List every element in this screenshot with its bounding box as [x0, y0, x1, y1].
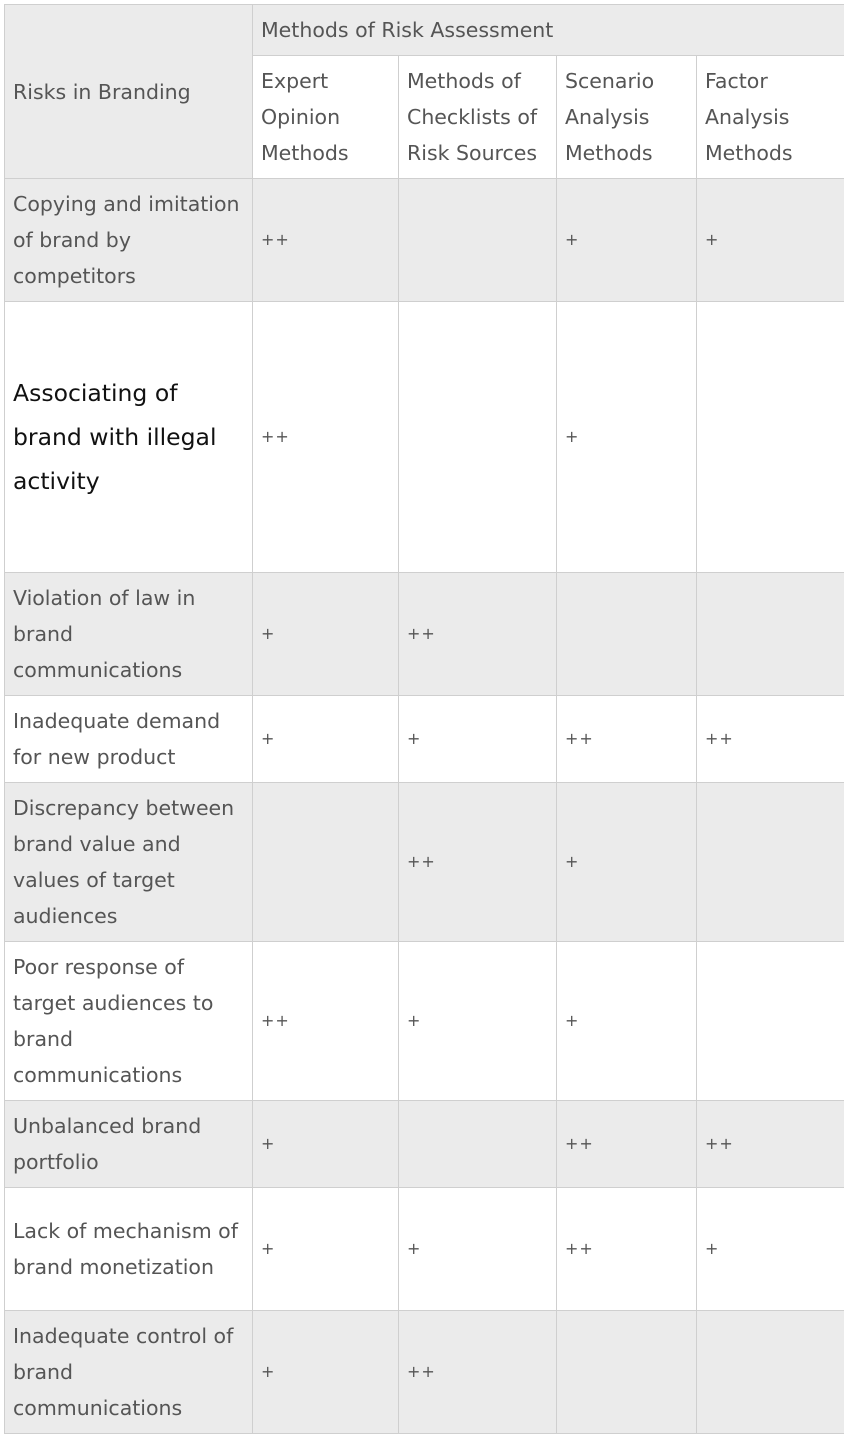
assessment-cell: + [253, 1101, 399, 1188]
table-row: Poor response of target audiences to bra… [5, 942, 844, 1101]
assessment-cell [399, 1101, 557, 1188]
table-row: Copying and imitation of brand by compet… [5, 179, 844, 302]
assessment-cell: ++ [557, 696, 697, 783]
assessment-cell: + [557, 942, 697, 1101]
assessment-cell [557, 573, 697, 696]
assessment-cell: ++ [399, 573, 557, 696]
assessment-cell: ++ [697, 696, 844, 783]
table-row: Discrepancy between brand value and valu… [5, 783, 844, 942]
table-row: Associating of brand with illegal activi… [5, 302, 844, 573]
assessment-cell: ++ [253, 179, 399, 302]
assessment-cell [399, 179, 557, 302]
assessment-cell: + [253, 696, 399, 783]
column-header: Scenario Analysis Methods [557, 56, 697, 179]
assessment-cell: + [253, 1188, 399, 1311]
column-header: Factor Analysis Methods [697, 56, 844, 179]
risk-label: Inadequate demand for new product [5, 696, 253, 783]
assessment-cell [697, 302, 844, 573]
assessment-cell: ++ [399, 1311, 557, 1434]
risk-label: Lack of mechanism of brand monetization [5, 1188, 253, 1311]
risk-label: Copying and imitation of brand by compet… [5, 179, 253, 302]
assessment-cell: ++ [399, 783, 557, 942]
column-header: Expert Opinion Methods [253, 56, 399, 179]
assessment-cell [697, 1311, 844, 1434]
assessment-cell [253, 783, 399, 942]
risk-label: Associating of brand with illegal activi… [5, 302, 253, 573]
assessment-cell [557, 1311, 697, 1434]
assessment-cell [697, 942, 844, 1101]
risk-label: Violation of law in brand communications [5, 573, 253, 696]
table-row: Inadequate control of brand communicatio… [5, 1311, 844, 1434]
assessment-cell: + [399, 696, 557, 783]
assessment-cell [697, 573, 844, 696]
assessment-cell: + [399, 942, 557, 1101]
assessment-cell: ++ [253, 942, 399, 1101]
assessment-cell: + [399, 1188, 557, 1311]
assessment-cell: ++ [253, 302, 399, 573]
assessment-cell: ++ [697, 1101, 844, 1188]
assessment-cell: + [557, 783, 697, 942]
assessment-cell: + [697, 1188, 844, 1311]
group-header-label: Methods of Risk Assessment [253, 5, 844, 56]
assessment-cell: + [557, 302, 697, 573]
assessment-cell: ++ [557, 1101, 697, 1188]
risk-label: Discrepancy between brand value and valu… [5, 783, 253, 942]
column-header: Methods of Checklists of Risk Sources [399, 56, 557, 179]
assessment-cell: + [253, 1311, 399, 1434]
assessment-cell: ++ [557, 1188, 697, 1311]
table-row: Inadequate demand for new product + + ++… [5, 696, 844, 783]
assessment-cell: + [697, 179, 844, 302]
assessment-cell: + [557, 179, 697, 302]
risk-label: Poor response of target audiences to bra… [5, 942, 253, 1101]
table-row: Unbalanced brand portfolio + ++ ++ [5, 1101, 844, 1188]
risk-assessment-table: Risks in Branding Methods of Risk Assess… [4, 4, 844, 1434]
table-row: Violation of law in brand communications… [5, 573, 844, 696]
row-header-label: Risks in Branding [5, 5, 253, 179]
risk-label: Unbalanced brand portfolio [5, 1101, 253, 1188]
table-row: Lack of mechanism of brand monetization … [5, 1188, 844, 1311]
risk-label: Inadequate control of brand communicatio… [5, 1311, 253, 1434]
assessment-cell: + [253, 573, 399, 696]
assessment-cell [399, 302, 557, 573]
assessment-cell [697, 783, 844, 942]
